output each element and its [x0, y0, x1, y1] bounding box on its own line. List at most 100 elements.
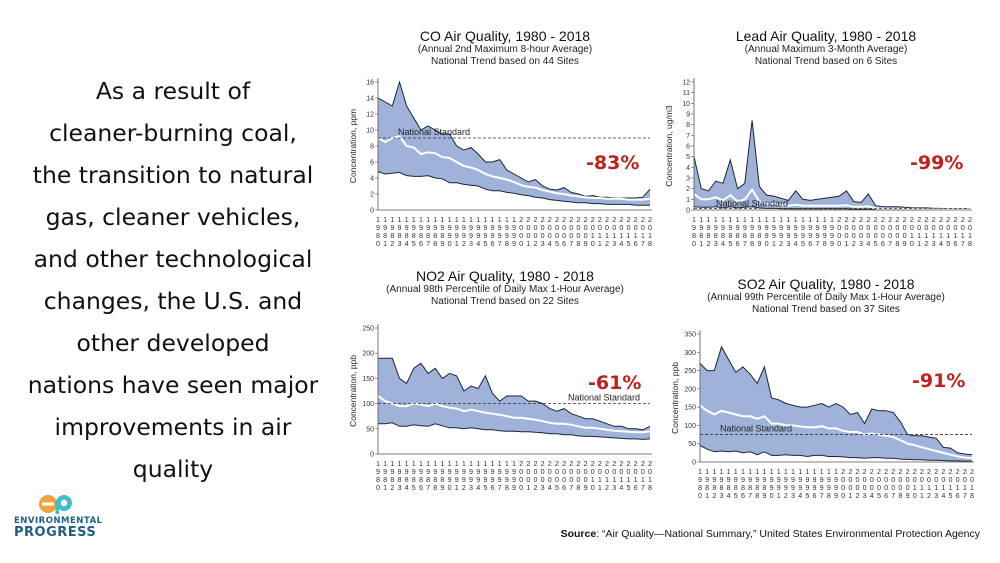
source-text: : “Air Quality—National Summary,” United…: [596, 528, 980, 540]
source-citation: Source: “Air Quality—National Summary,” …: [561, 528, 980, 540]
headline-line: other developed: [76, 329, 270, 357]
y-tick-label: 2: [370, 192, 374, 199]
chart-title: Lead Air Quality, 1980 - 2018: [735, 28, 917, 44]
national-standard-label: National Standard: [716, 198, 788, 208]
y-tick-label: 10: [682, 101, 690, 108]
y-tick-label: 8: [686, 122, 690, 129]
y-tick-label: 300: [684, 350, 696, 357]
y-tick-label: 12: [682, 80, 690, 87]
so2-chart: SO2 Air Quality, 1980 - 2018 (Annual 99t…: [666, 276, 986, 508]
y-tick-label: 11: [683, 90, 690, 97]
y-tick-label: 5: [686, 154, 690, 161]
y-tick-label: 100: [362, 401, 374, 408]
chart-title: SO2 Air Quality, 1980 - 2018: [737, 276, 915, 292]
headline: As a result of cleaner-burning coal, the…: [14, 70, 332, 490]
chart-subtitle: (Annual 99th Percentile of Daily Max 1-H…: [707, 292, 945, 303]
headline-line: As a result of: [95, 77, 251, 105]
y-tick-label: 14: [366, 96, 374, 103]
national-standard-label: National Standard: [568, 393, 640, 403]
chart-subtitle: (Annual 2nd Maximum 8-hour Average): [417, 44, 593, 55]
chart-subtitle-sites: National Trend based on 44 Sites: [431, 56, 579, 67]
chart-title: CO Air Quality, 1980 - 2018: [419, 28, 591, 44]
percent-change: -83%: [586, 152, 640, 174]
y-tick-label: 250: [684, 368, 696, 375]
upper-bound-line: [699, 345, 973, 456]
headline-line: gas, cleaner vehicles,: [45, 203, 301, 231]
so2-plot: National Standard 0 50 100 150 200 250 300 350 Co…: [670, 330, 974, 500]
mean-line: [699, 404, 973, 460]
y-axis-title: Concentration, ug/m3: [666, 105, 674, 187]
y-tick-label: 10: [366, 128, 374, 135]
y-tick-label: 2: [686, 186, 690, 193]
headline-line: nations have seen major: [27, 371, 319, 399]
range-band: [694, 120, 970, 210]
y-tick-label: 12: [366, 112, 374, 119]
no2-chart: NO2 Air Quality, 1980 - 2018 (Annual 98t…: [340, 268, 670, 500]
y-tick-label: 150: [684, 405, 696, 412]
y-axis-title: Concentration, ppb: [670, 362, 680, 434]
lead-chart: Lead Air Quality, 1980 - 2018 (Annual Ma…: [666, 28, 986, 258]
logo-line2: PROGRESS: [14, 525, 97, 540]
range-band: [378, 82, 650, 206]
